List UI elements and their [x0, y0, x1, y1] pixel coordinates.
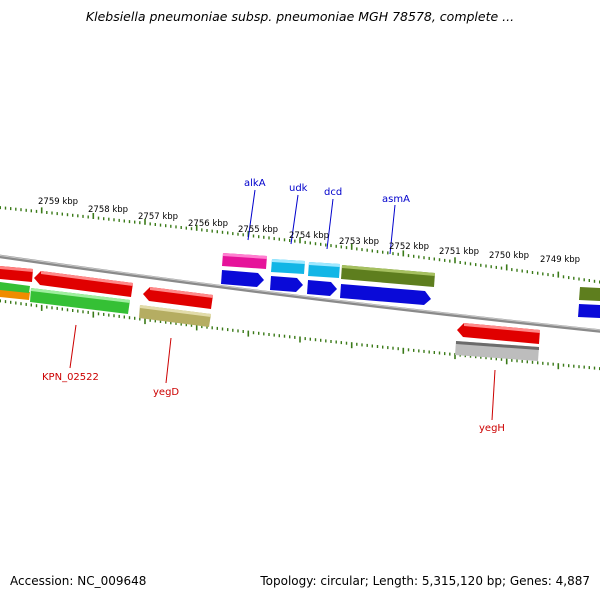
genome-summary-text: Topology: circular; Length: 5,315,120 bp… [260, 574, 590, 588]
tick-label-2757: 2757 kbp [138, 212, 178, 222]
gene-kpn02522-upper[interactable] [34, 271, 133, 297]
gene-yegd-red[interactable] [143, 287, 213, 309]
backbone-line [0, 254, 600, 333]
label-udk[interactable]: udk [289, 183, 308, 194]
ruler-bottom [0, 299, 600, 371]
tick-label-2752: 2752 kbp [389, 242, 429, 252]
bottom-strand-genes [0, 266, 540, 361]
label-dcd[interactable]: dcd [324, 187, 342, 198]
tick-label-2753: 2753 kbp [339, 237, 379, 247]
gene-kpn02522[interactable] [30, 288, 130, 314]
cds-right[interactable] [578, 304, 600, 318]
label-yegd[interactable]: yegD [153, 387, 179, 398]
backbone-highlight [0, 254, 600, 331]
gene-green-left[interactable] [0, 282, 30, 293]
label-alka[interactable]: alkA [244, 178, 266, 189]
label-leaders [69, 189, 496, 421]
gene-right-olive[interactable] [579, 287, 600, 301]
label-yegh[interactable]: yegH [479, 423, 505, 434]
cds-dcd[interactable] [307, 280, 337, 296]
tick-label-2759: 2759 kbp [38, 197, 78, 207]
tick-label-2749: 2749 kbp [540, 255, 580, 265]
cds-alka[interactable] [221, 270, 264, 287]
cds-asma[interactable] [340, 284, 431, 305]
tick-label-2758: 2758 kbp [88, 205, 128, 215]
map-title: Klebsiella pneumoniae subsp. pneumoniae … [85, 9, 515, 24]
tick-labels: 2759 kbp 2758 kbp 2757 kbp 2756 kbp 2755… [38, 197, 580, 265]
ruler-top [0, 206, 600, 284]
label-asma[interactable]: asmA [382, 194, 410, 205]
accession-text: Accession: NC_009648 [10, 574, 147, 588]
gene-yegd[interactable] [139, 305, 211, 327]
tick-label-2754: 2754 kbp [289, 231, 329, 241]
cds-udk[interactable] [270, 276, 303, 292]
tick-label-2751: 2751 kbp [439, 247, 479, 257]
tick-label-2756: 2756 kbp [188, 219, 228, 229]
tick-label-2750: 2750 kbp [489, 251, 529, 261]
top-strand-genes [221, 253, 600, 318]
gene-labels: alkA udk dcd asmA KPN_02522 yegD yegH [42, 178, 505, 434]
gene-asma[interactable] [341, 265, 435, 287]
tick-label-2755: 2755 kbp [238, 225, 278, 235]
label-kpn02522[interactable]: KPN_02522 [42, 372, 99, 383]
